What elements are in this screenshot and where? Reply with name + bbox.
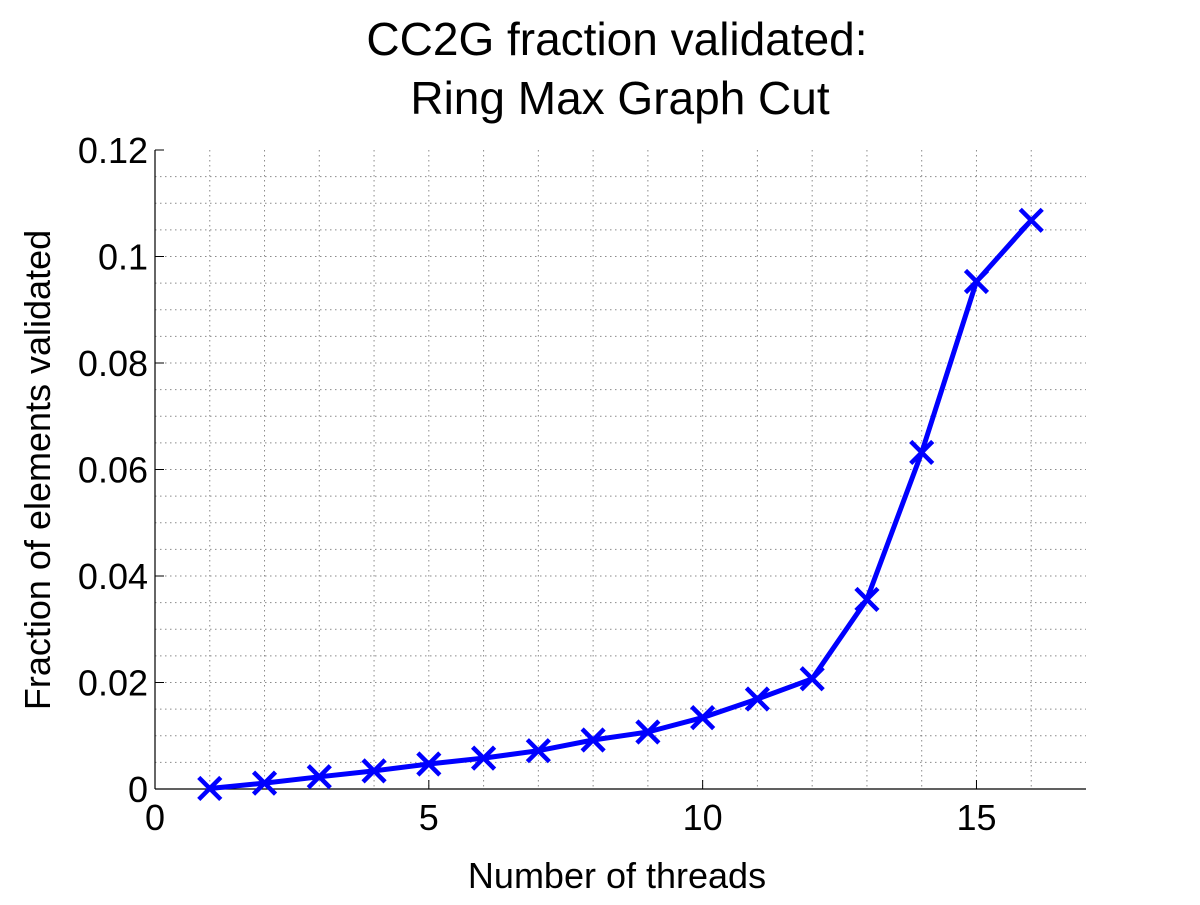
data-point-marker <box>306 764 332 790</box>
data-point-marker <box>799 666 825 692</box>
chart-title-line-1: CC2G fraction validated: <box>366 13 867 65</box>
x-tick-label: 5 <box>419 797 439 838</box>
data-point-marker <box>963 268 990 295</box>
x-tick-label: 10 <box>683 797 723 838</box>
y-axis-label: Fraction of elements validated <box>17 230 58 710</box>
y-tick-label: 0 <box>128 769 148 810</box>
x-tick-label: 0 <box>145 797 165 838</box>
data-point-marker <box>197 775 223 802</box>
x-axis-label: Number of threads <box>468 855 766 896</box>
data-point-marker <box>909 439 935 466</box>
data-point-marker <box>1018 207 1044 233</box>
data-point-marker <box>416 751 442 777</box>
grid-lines <box>155 150 1086 789</box>
plot-area: 0 5 10 15 0 0.02 0.04 0.06 0.08 0.1 0.12 <box>78 130 1086 838</box>
chart-title-line-2: Ring Max Graph Cut <box>410 72 829 124</box>
y-tick-label: 0.1 <box>98 237 148 278</box>
data-point-marker <box>744 686 771 712</box>
data-point-marker <box>635 719 661 745</box>
data-point-marker <box>470 745 497 771</box>
data-point-marker <box>361 758 387 784</box>
data-point-marker <box>854 586 880 613</box>
y-tick-label: 0.06 <box>78 450 148 491</box>
series-line <box>207 217 1034 791</box>
y-tick-label: 0.12 <box>78 130 148 171</box>
y-tick-label: 0.04 <box>78 556 148 597</box>
data-point-marker <box>690 705 716 731</box>
data-point-marker <box>525 738 551 764</box>
x-tick-label: 15 <box>956 797 996 838</box>
y-tick-label: 0.02 <box>78 663 148 704</box>
y-tick-label: 0.08 <box>78 343 148 384</box>
data-point-marker <box>580 727 606 753</box>
data-point-marker <box>251 770 278 796</box>
